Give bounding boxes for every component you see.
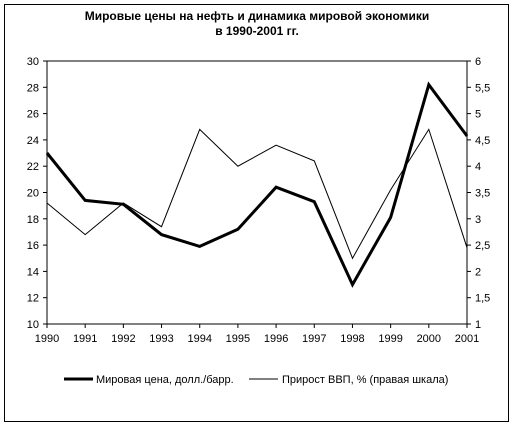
x-tick-label: 2001	[455, 333, 479, 345]
x-tick-label: 1996	[264, 333, 288, 345]
x-tick-label: 1995	[226, 333, 250, 345]
chart-title-line-1: Мировые цены на нефть и динамика мировой…	[85, 9, 430, 23]
x-tick-label: 1993	[149, 333, 173, 345]
left-tick-label: 16	[27, 240, 39, 252]
left-tick-label: 22	[27, 161, 39, 173]
series-line-oil-price	[45, 81, 469, 288]
x-tick-label: 1990	[35, 333, 59, 345]
x-tick-label: 2000	[417, 333, 441, 345]
right-tick-label: 3,5	[475, 188, 490, 200]
x-tick-label: 1997	[302, 333, 326, 345]
left-tick-label: 18	[27, 214, 39, 226]
series-group	[45, 81, 469, 288]
x-axis: 1990 1991 1992 1993 1994 1995 1996 1997 1998 1999…	[35, 324, 479, 345]
legend-label-oil-price: Мировая цена, долл./барр.	[96, 374, 234, 386]
right-tick-label: 3	[475, 214, 481, 226]
left-tick-label: 24	[27, 135, 39, 147]
x-tick-label: 1992	[111, 333, 135, 345]
series-line-gdp-growth	[46, 128, 468, 260]
right-tick-label: 2	[475, 266, 481, 278]
right-axis: 1 1,5 2 2,5 3 3,5 4 4,5 5 5,5 6	[467, 56, 490, 331]
left-tick-label: 14	[27, 266, 39, 278]
plot-area	[46, 60, 468, 325]
right-tick-label: 5	[475, 109, 481, 121]
legend-label-gdp-growth: Прирост ВВП, % (правая шкала)	[282, 374, 448, 386]
right-tick-label: 1,5	[475, 293, 490, 305]
left-tick-label: 26	[27, 109, 39, 121]
x-tick-label: 1998	[340, 333, 364, 345]
left-axis: 10 12 14 16 18 20 22 24 26 28 30	[27, 56, 47, 331]
left-tick-label: 12	[27, 293, 39, 305]
x-tick-label: 1999	[378, 333, 402, 345]
left-tick-label: 28	[27, 82, 39, 94]
right-tick-label: 1	[475, 319, 481, 331]
legend: Мировая цена, долл./барр. Прирост ВВП, %…	[64, 374, 448, 386]
right-tick-label: 2,5	[475, 240, 490, 252]
left-tick-label: 10	[27, 319, 39, 331]
left-tick-label: 30	[27, 56, 39, 68]
chart-frame	[4, 4, 509, 422]
x-tick-label: 1991	[73, 333, 97, 345]
chart-title-line-2: в 1990-2001 гг.	[215, 24, 299, 38]
right-tick-label: 6	[475, 56, 481, 68]
right-tick-label: 5,5	[475, 82, 490, 94]
right-tick-label: 4,5	[475, 135, 490, 147]
x-tick-label: 1994	[187, 333, 211, 345]
left-tick-label: 20	[27, 188, 39, 200]
right-tick-label: 4	[475, 161, 481, 173]
